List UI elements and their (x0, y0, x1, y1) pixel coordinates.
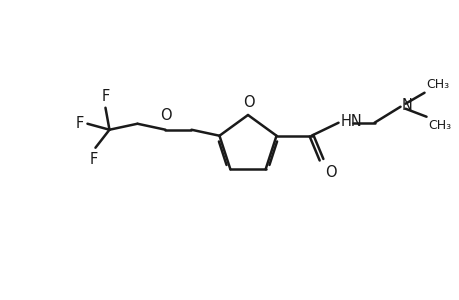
Text: CH₃: CH₃ (428, 119, 451, 132)
Text: HN: HN (340, 114, 362, 129)
Text: CH₃: CH₃ (425, 78, 449, 91)
Text: O: O (159, 108, 171, 123)
Text: F: F (101, 89, 109, 104)
Text: N: N (401, 98, 412, 113)
Text: O: O (325, 165, 336, 180)
Text: F: F (89, 152, 97, 167)
Text: O: O (243, 95, 254, 110)
Text: F: F (75, 116, 83, 131)
